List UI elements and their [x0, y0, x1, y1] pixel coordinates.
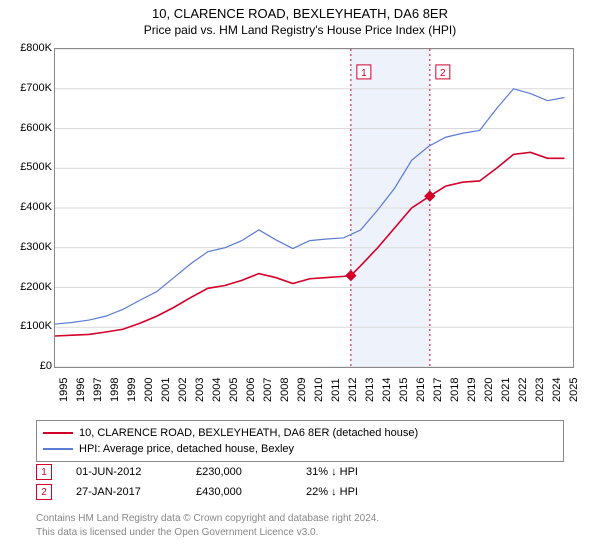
svg-text:1: 1: [361, 68, 367, 79]
y-tick-label: £200K: [20, 281, 52, 293]
x-tick-label: 2000: [143, 378, 155, 402]
footer-line: This data is licensed under the Open Gov…: [36, 526, 564, 540]
y-tick-label: £0: [40, 360, 52, 372]
x-tick-label: 2019: [466, 378, 478, 402]
legend-row: HPI: Average price, detached house, Bexl…: [43, 441, 557, 457]
x-tick-label: 2005: [228, 378, 240, 402]
legend-swatch: [43, 432, 73, 434]
y-tick-label: £800K: [20, 42, 52, 54]
x-tick-label: 2024: [551, 378, 563, 402]
y-tick-label: £600K: [20, 122, 52, 134]
x-tick-label: 2007: [262, 378, 274, 402]
marker-row: 1 01-JUN-2012 £230,000 31% ↓ HPI: [36, 462, 564, 482]
y-tick-label: £100K: [20, 320, 52, 332]
marker-price: £230,000: [196, 466, 306, 478]
legend-label: 10, CLARENCE ROAD, BEXLEYHEATH, DA6 8ER …: [79, 427, 418, 439]
x-tick-label: 2008: [279, 378, 291, 402]
x-tick-label: 2012: [347, 378, 359, 402]
marker-delta: 31% ↓ HPI: [306, 466, 426, 478]
x-tick-label: 2010: [313, 378, 325, 402]
chart-container: { "title_line1": "10, CLARENCE ROAD, BEX…: [0, 0, 600, 560]
x-tick-label: 2021: [500, 378, 512, 402]
marker-price: £430,000: [196, 486, 306, 498]
marker-row: 2 27-JAN-2017 £430,000 22% ↓ HPI: [36, 482, 564, 502]
x-tick-label: 2001: [160, 378, 172, 402]
legend: 10, CLARENCE ROAD, BEXLEYHEATH, DA6 8ER …: [36, 420, 564, 462]
footer-line: Contains HM Land Registry data © Crown c…: [36, 512, 564, 526]
y-tick-label: £300K: [20, 241, 52, 253]
y-tick-label: £500K: [20, 161, 52, 173]
x-tick-label: 2017: [432, 378, 444, 402]
marker-badge: 1: [36, 464, 52, 480]
x-tick-label: 2002: [177, 378, 189, 402]
marker-table: 1 01-JUN-2012 £230,000 31% ↓ HPI 2 27-JA…: [36, 462, 564, 502]
x-tick-label: 2025: [568, 378, 580, 402]
marker-delta: 22% ↓ HPI: [306, 486, 426, 498]
legend-label: HPI: Average price, detached house, Bexl…: [79, 443, 294, 455]
x-tick-label: 2013: [364, 378, 376, 402]
x-tick-label: 2022: [517, 378, 529, 402]
x-tick-label: 2011: [330, 378, 342, 402]
x-tick-label: 2015: [398, 378, 410, 402]
legend-swatch: [43, 448, 73, 450]
chart-subtitle: Price paid vs. HM Land Registry's House …: [0, 23, 600, 37]
legend-row: 10, CLARENCE ROAD, BEXLEYHEATH, DA6 8ER …: [43, 425, 557, 441]
x-tick-label: 1998: [109, 378, 121, 402]
x-tick-label: 1996: [75, 378, 87, 402]
x-tick-label: 2004: [211, 378, 223, 402]
x-tick-label: 2018: [449, 378, 461, 402]
x-tick-label: 2020: [483, 378, 495, 402]
x-tick-label: 2006: [245, 378, 257, 402]
x-tick-label: 1997: [92, 378, 104, 402]
x-tick-label: 1999: [126, 378, 138, 402]
x-tick-label: 2003: [194, 378, 206, 402]
chart-title: 10, CLARENCE ROAD, BEXLEYHEATH, DA6 8ER: [0, 6, 600, 21]
chart-svg: 12: [55, 49, 573, 367]
footer: Contains HM Land Registry data © Crown c…: [36, 512, 564, 539]
marker-date: 01-JUN-2012: [76, 466, 196, 478]
x-tick-label: 2016: [415, 378, 427, 402]
y-tick-label: £400K: [20, 201, 52, 213]
plot-area: 12: [54, 48, 574, 368]
marker-badge: 2: [36, 484, 52, 500]
x-tick-label: 2014: [381, 378, 393, 402]
y-tick-label: £700K: [20, 82, 52, 94]
x-tick-label: 1995: [58, 378, 70, 402]
x-tick-label: 2009: [296, 378, 308, 402]
svg-text:2: 2: [440, 68, 446, 79]
x-tick-label: 2023: [534, 378, 546, 402]
marker-date: 27-JAN-2017: [76, 486, 196, 498]
